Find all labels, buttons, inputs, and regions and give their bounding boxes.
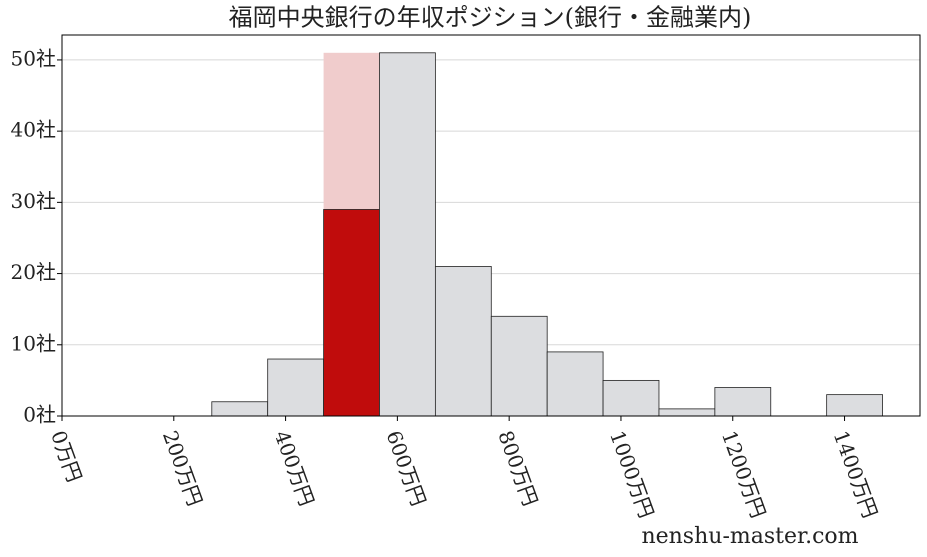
x-tick-label: 0万円 (46, 427, 87, 485)
bar (323, 209, 380, 417)
bar (826, 394, 883, 417)
bar (658, 408, 716, 417)
x-tick-label: 1000万円 (605, 427, 659, 521)
y-tick-label: 10社 (11, 331, 56, 355)
bar (379, 52, 436, 417)
y-tick-label: 30社 (11, 189, 56, 213)
plot-frame (61, 34, 921, 417)
bar (211, 401, 269, 417)
bar (602, 379, 660, 417)
x-tick-label: 600万円 (382, 427, 431, 509)
x-tick-label: 800万円 (493, 427, 542, 509)
y-tick-label: 50社 (11, 46, 56, 70)
x-tick-label: 1400万円 (829, 427, 883, 521)
x-tick-label: 200万円 (158, 427, 207, 509)
bar (434, 266, 492, 417)
chart-title: 福岡中央銀行の年収ポジション(銀行・金融業内) (229, 4, 752, 32)
y-tick-label: 40社 (11, 118, 56, 142)
x-tick-label: 1200万円 (717, 427, 771, 521)
bar (714, 387, 772, 417)
y-tick-label: 20社 (11, 260, 56, 284)
y-tick-label: 0社 (23, 403, 56, 427)
bar (490, 315, 548, 417)
x-tick-label: 400万円 (270, 427, 319, 509)
bar (546, 351, 604, 417)
watermark: nenshu-master.com (641, 524, 858, 549)
bar (267, 358, 324, 417)
